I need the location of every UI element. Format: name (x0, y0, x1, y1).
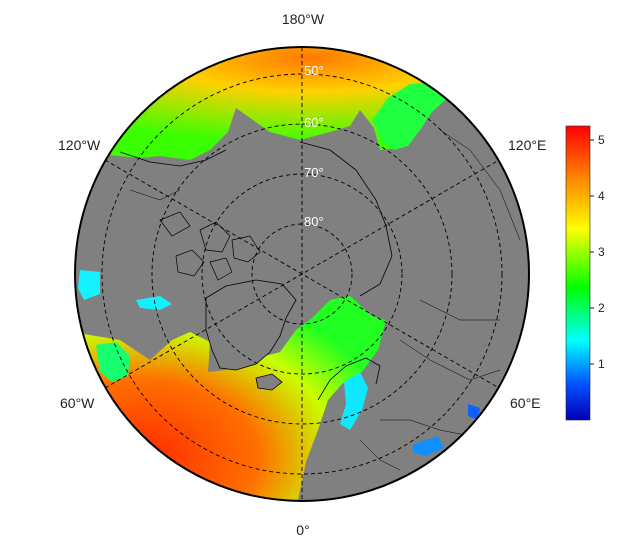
globe (75, 47, 529, 501)
colorbar-tick-label: 2 (598, 301, 605, 315)
iceland (255, 373, 283, 391)
lat-label-60: 60° (304, 115, 324, 130)
lon-label-60w: 60°W (60, 395, 95, 411)
ocean-data-caspian (468, 404, 480, 420)
colorbar-tick-label: 3 (598, 245, 605, 259)
colorbar-gradient (565, 125, 591, 421)
lon-label-120e: 120°E (508, 137, 546, 153)
greenland (205, 279, 297, 371)
lon-label-120w: 120°W (58, 137, 101, 153)
ocean-data-okhotsk (372, 82, 450, 150)
colorbar-tick-label: 1 (598, 357, 605, 371)
country-borders (129, 129, 521, 471)
ocean-data-hudson-bay (96, 342, 130, 382)
ocean-data-baltic (340, 372, 368, 430)
scandinavia-coast (317, 357, 381, 401)
colorbar-tick-label: 4 (598, 189, 605, 203)
colorbar-ticks: 1 2 3 4 5 (590, 133, 605, 371)
graticule-longitude (104, 47, 500, 501)
ocean-data-black-sea (412, 436, 444, 456)
lon-label-0: 0° (296, 522, 309, 538)
globe-outline (74, 46, 530, 502)
lon-label-180w: 180°W (282, 11, 325, 27)
colorbar: 1 2 3 4 5 (565, 125, 605, 421)
colorbar-tick-label: 5 (598, 133, 605, 147)
ocean-data-west-coast (78, 270, 100, 300)
ocean-data-baffin (136, 296, 172, 310)
lat-label-50: 50° (304, 63, 324, 78)
lat-label-70: 70° (304, 165, 324, 180)
lat-label-80: 80° (304, 214, 324, 229)
lon-label-60e: 60°E (510, 395, 541, 411)
alaska-coast (119, 149, 227, 167)
canadian-archipelago (159, 211, 261, 281)
